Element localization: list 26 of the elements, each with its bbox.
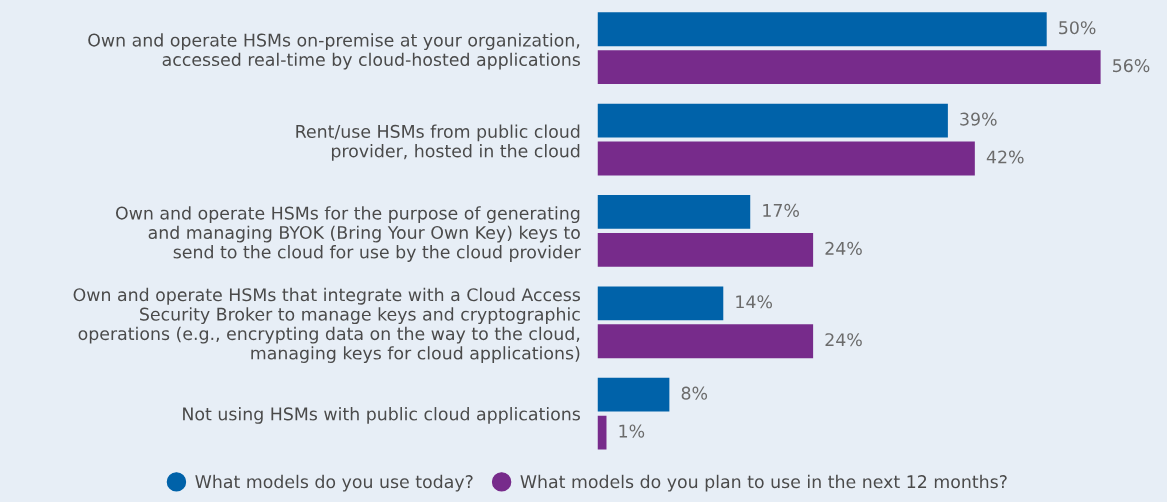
data-label: 50% [1059,21,1096,35]
legend-label: What models do you plan to use in the next 12 months? [520,474,1007,492]
y-tick-label: Own and operate HSMs for the purpose of generating and managing BYOK (Bring Your Own Key) keys to send to the cloud for use by the cloud provider [116,206,581,262]
data-label: 8% [681,386,708,400]
bar [597,141,975,176]
bar [597,377,670,412]
y-tick-label: Not using HSMs with public cloud applications [183,407,580,424]
data-label: 24% [825,333,862,347]
data-label: 56% [1113,59,1150,73]
bar [597,50,1101,85]
data-label: 24% [825,241,862,255]
bar [597,324,814,359]
y-tick-label: Own and operate HSMs that integrate with a Cloud Access Security Broker to manage keys and cryptographic operations (e.g., encrypting data on the way to the cloud, managing keys for cloud applications) [73,287,580,363]
data-label: 39% [960,112,997,126]
data-label: 17% [763,203,799,217]
data-label: 14% [736,295,773,309]
bar [597,12,1047,47]
bar [597,232,814,267]
bar [597,195,751,229]
bar [597,286,724,321]
y-tick-label: Own and operate HSMs on-premise at your organization, accessed real-time by cloud-hosted applications [88,33,580,70]
data-label: 42% [986,150,1024,164]
data-label: 1% [619,424,645,438]
legend-label: What models do you use today? [195,474,473,492]
bar [597,103,948,138]
y-tick-label: Rent/use HSMs from public cloud provider, hosted in the cloud [296,124,580,161]
